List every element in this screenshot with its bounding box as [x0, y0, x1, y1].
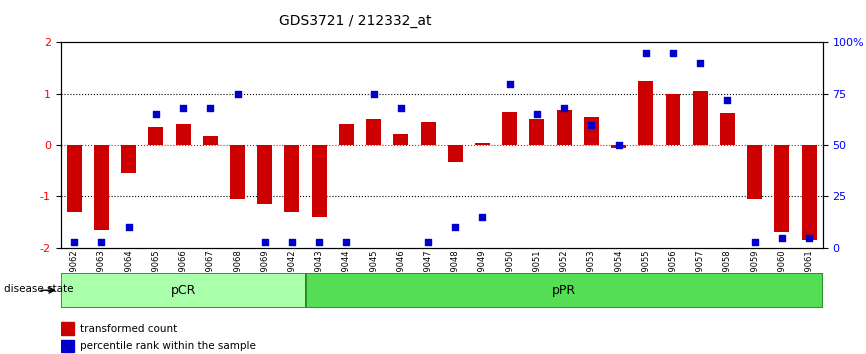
Point — [366, 91, 380, 97]
Bar — [802, 145, 817, 240]
Point — [747, 239, 761, 245]
Bar — [230, 145, 245, 199]
FancyBboxPatch shape — [61, 273, 306, 308]
Point — [176, 105, 190, 111]
Bar — [148, 127, 164, 145]
Point — [313, 239, 326, 245]
Point — [775, 235, 789, 240]
Bar — [475, 143, 490, 145]
Point — [666, 50, 680, 56]
Point — [585, 122, 598, 127]
Text: GDS3721 / 212332_at: GDS3721 / 212332_at — [279, 14, 431, 28]
Point — [204, 105, 217, 111]
Point — [149, 112, 163, 117]
Point — [802, 235, 816, 240]
Bar — [176, 124, 191, 145]
Bar — [638, 81, 653, 145]
Text: pPR: pPR — [552, 284, 576, 297]
Bar — [584, 117, 598, 145]
Point — [258, 239, 272, 245]
Bar — [393, 134, 408, 145]
Bar — [747, 145, 762, 199]
Bar — [611, 145, 626, 148]
Bar — [284, 145, 300, 212]
Bar — [67, 145, 81, 212]
Bar — [94, 145, 109, 230]
Point — [421, 239, 435, 245]
Text: percentile rank within the sample: percentile rank within the sample — [80, 341, 255, 351]
Point — [68, 239, 81, 245]
Bar — [720, 113, 735, 145]
Point — [557, 105, 571, 111]
Point — [94, 239, 108, 245]
Bar — [529, 120, 545, 145]
Point — [639, 50, 653, 56]
Bar — [693, 91, 708, 145]
Point — [285, 239, 299, 245]
Bar — [121, 145, 136, 173]
Point — [475, 214, 489, 220]
FancyBboxPatch shape — [306, 273, 823, 308]
Bar — [61, 322, 74, 335]
Point — [449, 224, 462, 230]
Point — [530, 112, 544, 117]
Point — [694, 60, 708, 66]
Bar — [502, 112, 517, 145]
Bar — [203, 136, 217, 145]
Point — [230, 91, 244, 97]
Point — [339, 239, 353, 245]
Text: disease state: disease state — [4, 284, 74, 293]
Bar — [421, 122, 436, 145]
Point — [721, 97, 734, 103]
Point — [611, 142, 625, 148]
Bar — [665, 94, 681, 145]
Bar — [257, 145, 272, 204]
Text: pCR: pCR — [171, 284, 196, 297]
Bar — [557, 110, 572, 145]
Bar — [448, 145, 462, 161]
Bar — [774, 145, 789, 232]
Bar — [339, 124, 354, 145]
Bar — [312, 145, 326, 217]
Bar — [61, 340, 74, 352]
Text: transformed count: transformed count — [80, 324, 177, 333]
Point — [394, 105, 408, 111]
Point — [122, 224, 136, 230]
Point — [503, 81, 517, 86]
Bar — [366, 120, 381, 145]
